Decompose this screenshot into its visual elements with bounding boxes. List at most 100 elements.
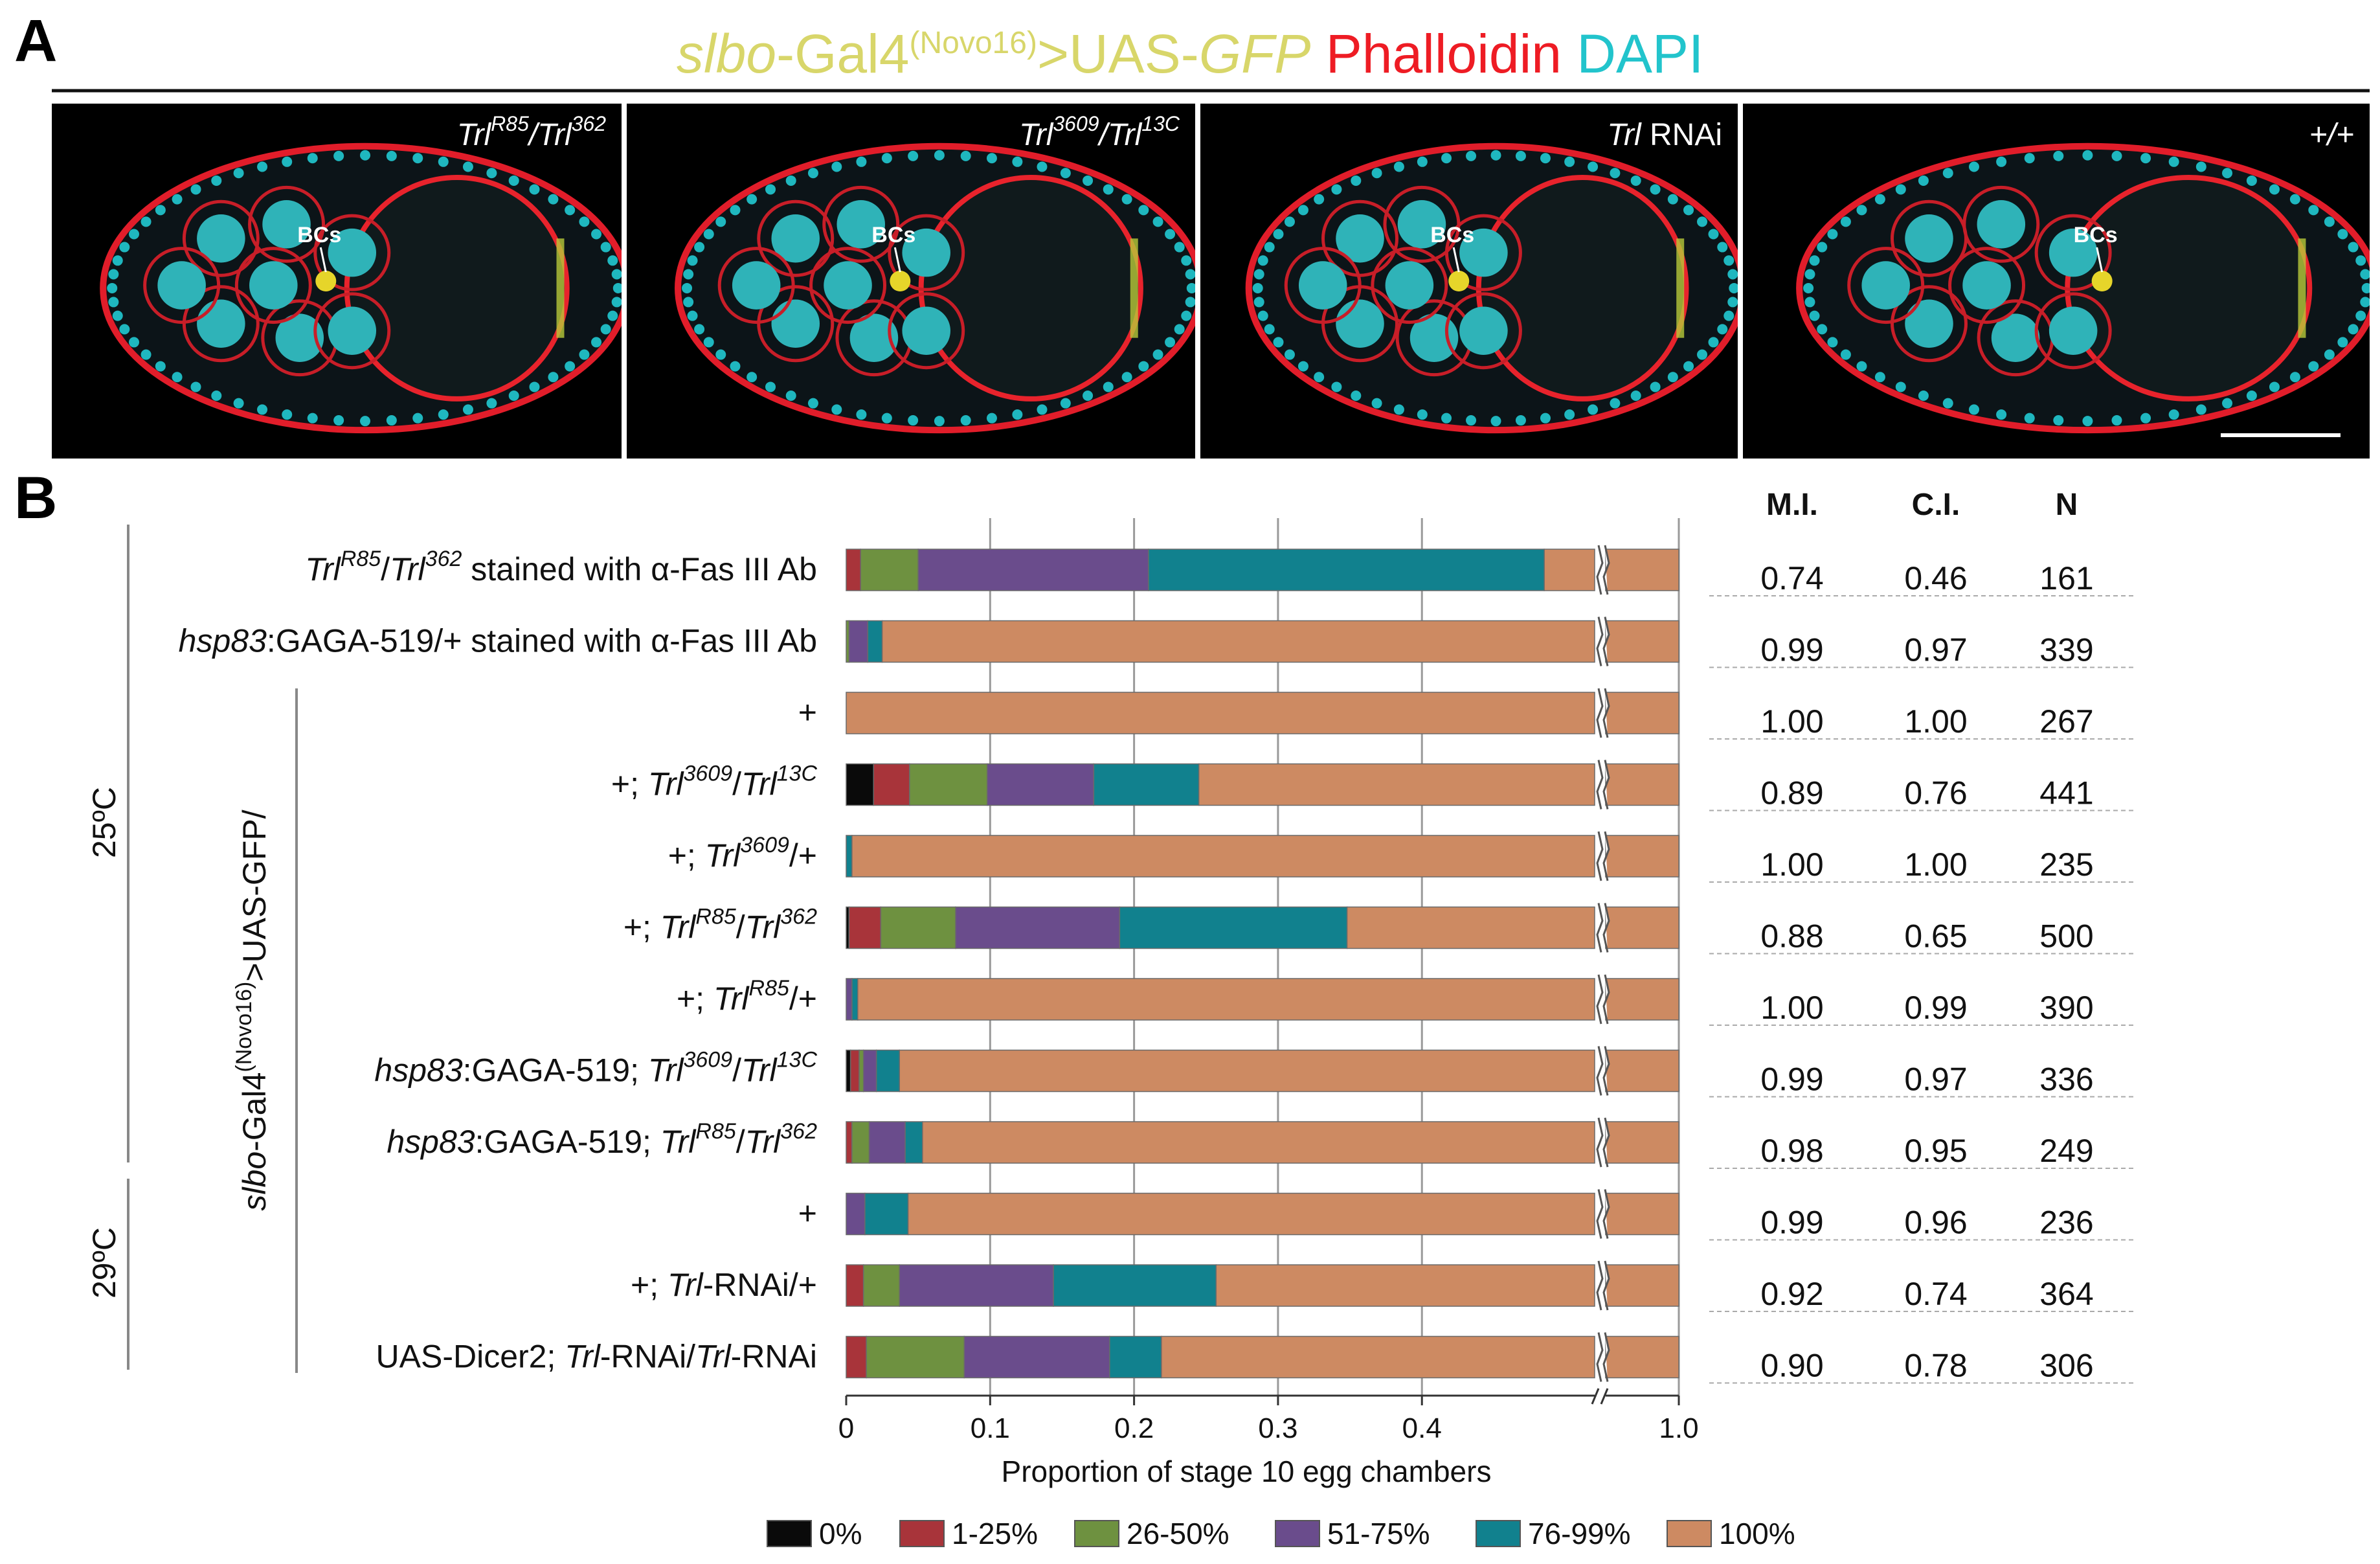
bar-segment-1-25% <box>873 763 910 806</box>
column-header-1: M.I. <box>1766 488 1818 522</box>
x-tick-label: 1.0 <box>1659 1412 1698 1444</box>
bcs-label: BCs <box>297 223 341 247</box>
mi-value: 0.99 <box>1760 1061 1823 1098</box>
bar-segment-76-99% <box>864 1192 909 1236</box>
genotype-group-label: slbo-Gal4(Novo16)>UAS-GFP/ <box>232 810 273 1210</box>
legend-label: 1-25% <box>952 1517 1038 1550</box>
bar-row: +; Trl3609/+ 1.00 1.00 235 <box>668 831 2137 883</box>
stat-column-headers: M.I. C.I. N <box>1766 488 2078 522</box>
bar-row: +; Trl-RNAi/+ 0.92 0.74 364 <box>631 1260 2137 1312</box>
n-value: 235 <box>2039 846 2093 883</box>
bar-segment-26-50% <box>860 549 919 591</box>
x-tick-label: 0.3 <box>1258 1412 1297 1444</box>
bar-segment-1-25% <box>846 1121 853 1164</box>
bar-segment-100% <box>922 1121 1595 1164</box>
micrograph-3: BCs Trl RNAi <box>1200 104 1738 459</box>
bar-segment-100%-broken <box>1605 1264 1679 1307</box>
ci-value: 0.78 <box>1904 1348 1967 1384</box>
bar-segment-100%-broken <box>1605 1192 1679 1236</box>
panel-a-letter: A <box>14 8 57 74</box>
bar-segment-100% <box>899 1049 1595 1093</box>
bar-segment-76-99% <box>1053 1264 1217 1307</box>
mi-value: 1.00 <box>1760 703 1823 740</box>
bar-segment-100% <box>907 1192 1595 1236</box>
bar-row: +; Trl3609/Trl13C 0.89 0.76 441 <box>611 760 2137 811</box>
row-label: hsp83:GAGA-519; Trl3609/Trl13C <box>374 1048 817 1089</box>
bar-row: +; TrlR85/Trl362 0.88 0.65 500 <box>623 903 2137 955</box>
mi-value: 0.98 <box>1760 1133 1823 1169</box>
temp-25c: 25ºC <box>86 787 122 858</box>
mi-value: 0.88 <box>1760 918 1823 955</box>
mi-value: 0.92 <box>1760 1276 1823 1312</box>
legend-label: 51-75% <box>1327 1517 1430 1550</box>
bar-segment-51-75% <box>862 1049 877 1093</box>
n-value: 364 <box>2039 1276 2093 1312</box>
bcs-label: BCs <box>2074 223 2118 247</box>
bar-segment-26-50% <box>859 1049 864 1093</box>
row-label: + <box>798 694 817 731</box>
ci-value: 0.97 <box>1904 632 1967 668</box>
row-label: hsp83:GAGA-519/+ stained with α-Fas III … <box>179 623 817 659</box>
bar-segment-0% <box>846 1049 851 1093</box>
mi-value: 0.74 <box>1760 560 1823 596</box>
bar-segment-100% <box>1215 1264 1595 1307</box>
bar-segment-76-99% <box>875 1049 901 1093</box>
column-header-3: N <box>2056 488 2078 522</box>
bar-segment-76-99% <box>1119 906 1348 949</box>
mi-value: 1.00 <box>1760 990 1823 1026</box>
bar-segment-1-25% <box>846 549 861 591</box>
bar-segment-100% <box>881 620 1595 663</box>
bar-segment-1-25% <box>848 906 882 949</box>
bar-segment-100%-broken <box>1605 692 1679 734</box>
column-header-2: C.I. <box>1912 488 1960 522</box>
bar-segment-76-99% <box>904 1121 923 1164</box>
temp-29c: 29ºC <box>86 1227 122 1298</box>
x-tick-label: 0.4 <box>1402 1412 1442 1444</box>
n-value: 161 <box>2039 560 2093 596</box>
title-part: -Gal4 <box>776 23 909 84</box>
ci-value: 0.95 <box>1904 1133 1967 1169</box>
ci-value: 0.97 <box>1904 1061 1967 1098</box>
bar-segment-100% <box>1544 549 1595 591</box>
micrograph-genotype-label: TrlR85/Trl362 <box>457 112 606 152</box>
bar-segment-100% <box>857 978 1595 1021</box>
bar-segment-100%-broken <box>1605 906 1679 949</box>
bar-segment-76-99% <box>1109 1335 1162 1379</box>
bar-segment-76-99% <box>1093 763 1200 806</box>
legend-swatch-0% <box>767 1520 812 1547</box>
ci-value: 0.74 <box>1904 1276 1967 1312</box>
row-label: +; Trl3609/+ <box>668 833 817 874</box>
bar-segment-26-50% <box>851 1121 870 1164</box>
bar-segment-100%-broken <box>1605 835 1679 878</box>
title-part: (Novo16) <box>910 26 1037 60</box>
legend-swatch-100% <box>1667 1520 1712 1547</box>
ci-value: 0.46 <box>1904 560 1967 596</box>
mi-value: 0.99 <box>1760 632 1823 668</box>
row-label: + <box>798 1196 817 1232</box>
title-part: Phalloidin <box>1310 23 1562 84</box>
bcs-label: BCs <box>1430 223 1474 247</box>
legend: 0% 1-25% 26-50% 51-75% 76-99% 100% <box>767 1517 1795 1550</box>
micrograph-strip: BCs TrlR85/Trl362 BCs Trl3609/Trl13C BCs Trl … <box>52 104 2370 459</box>
micrograph-2: BCs Trl3609/Trl13C <box>627 104 1195 459</box>
bar-row: hsp83:GAGA-519; TrlR85/Trl362 0.98 0.95 249 <box>387 1117 2137 1169</box>
chart-rows: TrlR85/Trl362 stained with α-Fas III Ab 0… <box>179 545 2137 1384</box>
n-value: 390 <box>2039 990 2093 1026</box>
bar-segment-100%-broken <box>1605 1335 1679 1379</box>
bar-segment-51-75% <box>868 1121 906 1164</box>
x-axis-label: Proportion of stage 10 egg chambers <box>1002 1455 1492 1488</box>
micrograph-genotype-label: +/+ <box>2309 118 2354 152</box>
legend-label: 26-50% <box>1127 1517 1229 1550</box>
legend-label: 0% <box>819 1517 862 1550</box>
mi-value: 0.89 <box>1760 775 1823 811</box>
bar-segment-1-25% <box>849 1049 860 1093</box>
bar-segment-100%-broken <box>1605 549 1679 591</box>
bar-row: UAS-Dicer2; Trl-RNAi/Trl-RNAi 0.90 0.78 306 <box>376 1332 2137 1384</box>
bar-segment-26-50% <box>880 906 956 949</box>
mi-value: 1.00 <box>1760 846 1823 883</box>
ci-value: 0.65 <box>1904 918 1967 955</box>
bar-row: TrlR85/Trl362 stained with α-Fas III Ab 0… <box>305 545 2137 596</box>
ci-value: 0.99 <box>1904 990 1967 1026</box>
bar-segment-0% <box>846 763 874 806</box>
panel-a-title: slbo-Gal4(Novo16)>UAS-GFP Phalloidin DAP… <box>677 23 1703 84</box>
